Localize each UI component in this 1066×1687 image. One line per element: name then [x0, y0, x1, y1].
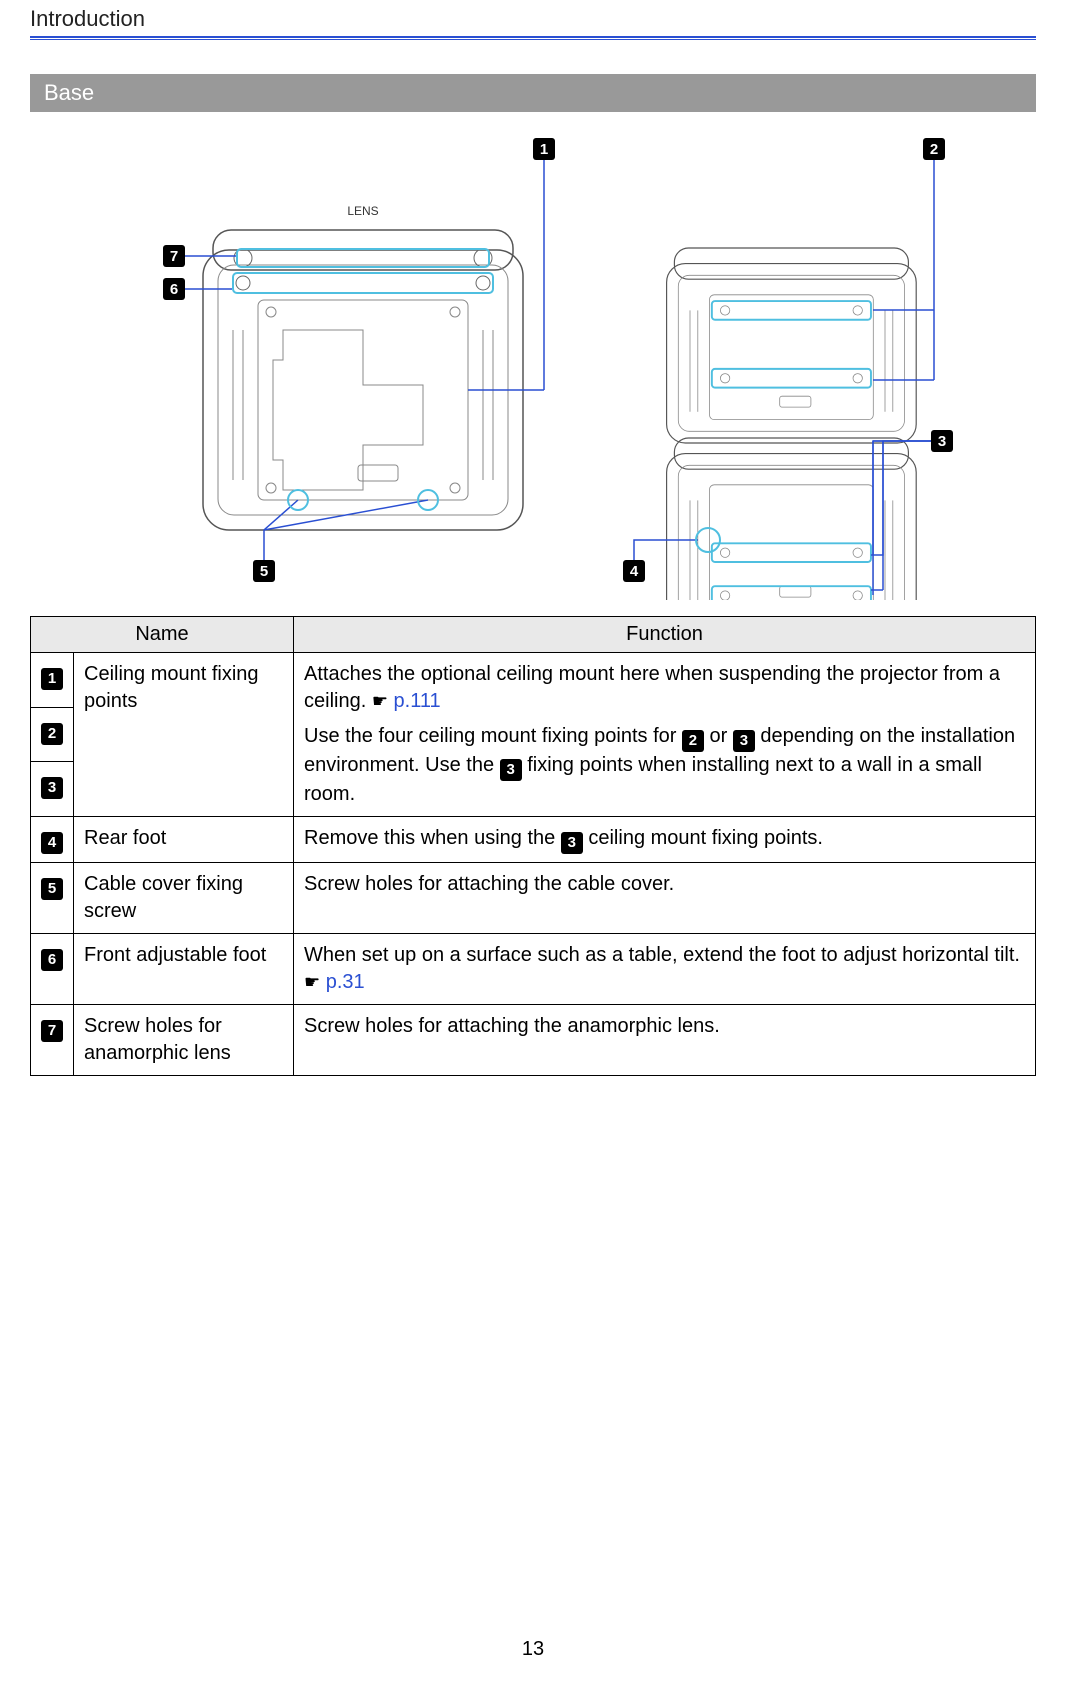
th-name: Name — [31, 617, 294, 653]
func-ceiling-mount: Attaches the optional ceiling mount here… — [294, 653, 1036, 817]
lens-label: LENS — [347, 204, 378, 218]
row-1: 1 Ceiling mount fixing points Attaches t… — [31, 653, 1036, 708]
page-number: 13 — [0, 1638, 1066, 1661]
header-rule-thick — [30, 36, 1036, 38]
header-rule-thin — [30, 39, 1036, 40]
hand-icon: ☛ — [372, 691, 388, 711]
badge-1: 1 — [41, 668, 63, 690]
badge-4: 4 — [41, 832, 63, 854]
name-cable-cover-screw: Cable cover fixing screw — [74, 863, 294, 934]
name-rear-foot: Rear foot — [74, 817, 294, 863]
projector-base-main — [203, 230, 523, 530]
chapter-title: Introduction — [30, 6, 1036, 34]
section-title-base: Base — [30, 74, 1036, 112]
svg-text:6: 6 — [170, 281, 178, 298]
projector-base-config3 — [667, 438, 917, 600]
row-4: 4 Rear foot Remove this when using the 3… — [31, 817, 1036, 863]
func-front-foot: When set up on a surface such as a table… — [294, 934, 1036, 1005]
name-front-foot: Front adjustable foot — [74, 934, 294, 1005]
parts-table: Name Function 1 Ceiling mount fixing poi… — [30, 616, 1036, 1076]
func-rear-foot: Remove this when using the 3 ceiling mou… — [294, 817, 1036, 863]
badge-3: 3 — [41, 777, 63, 799]
svg-text:3: 3 — [938, 433, 946, 450]
inline-badge-2: 2 — [682, 730, 704, 752]
func-anamorphic-holes: Screw holes for attaching the anamorphic… — [294, 1005, 1036, 1076]
th-function: Function — [294, 617, 1036, 653]
inline-badge-3c: 3 — [561, 832, 583, 854]
func-cable-cover-screw: Screw holes for attaching the cable cove… — [294, 863, 1036, 934]
projector-base-config2 — [667, 248, 917, 443]
page-ref-31[interactable]: p.31 — [326, 971, 365, 993]
svg-text:4: 4 — [630, 563, 639, 580]
page-ref-111[interactable]: p.111 — [394, 690, 441, 712]
badge-5: 5 — [41, 878, 63, 900]
row-5: 5 Cable cover fixing screw Screw holes f… — [31, 863, 1036, 934]
base-diagram: 1 2 LENS — [30, 112, 1036, 612]
hand-icon-2: ☛ — [304, 972, 320, 992]
name-anamorphic-holes: Screw holes for anamorphic lens — [74, 1005, 294, 1076]
svg-text:2: 2 — [930, 141, 938, 158]
svg-text:7: 7 — [170, 248, 178, 265]
row-7: 7 Screw holes for anamorphic lens Screw … — [31, 1005, 1036, 1076]
name-ceiling-mount: Ceiling mount fixing points — [74, 653, 294, 817]
badge-6: 6 — [41, 949, 63, 971]
svg-text:5: 5 — [260, 563, 268, 580]
inline-badge-3b: 3 — [500, 759, 522, 781]
badge-7: 7 — [41, 1020, 63, 1042]
badge-2: 2 — [41, 723, 63, 745]
svg-text:1: 1 — [540, 141, 548, 158]
row-6: 6 Front adjustable foot When set up on a… — [31, 934, 1036, 1005]
inline-badge-3: 3 — [733, 730, 755, 752]
